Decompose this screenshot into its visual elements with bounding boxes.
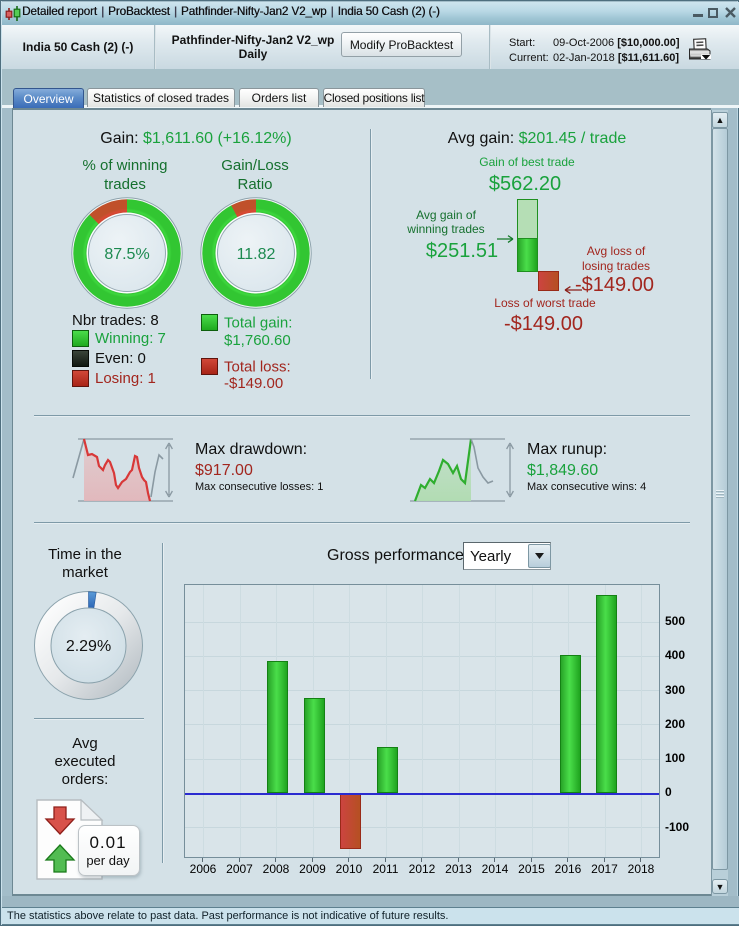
svg-text:87.5%: 87.5% — [104, 246, 149, 263]
svg-text:11.82: 11.82 — [237, 246, 276, 263]
svg-text:2.29%: 2.29% — [66, 638, 111, 655]
